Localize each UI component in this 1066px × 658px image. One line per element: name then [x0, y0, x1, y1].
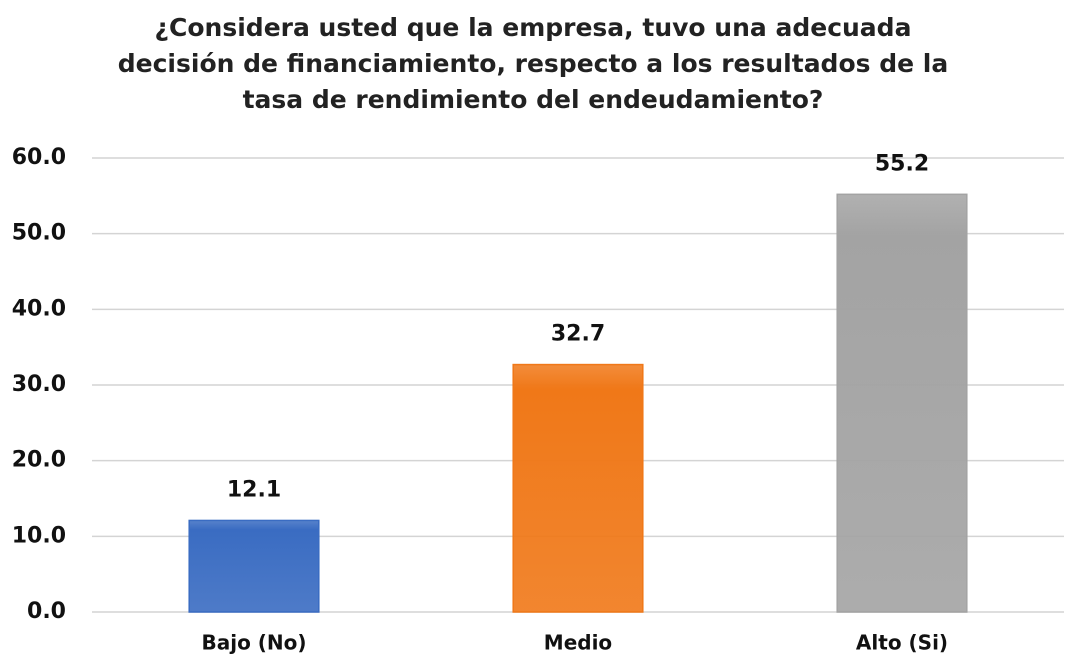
- x-tick-label: Medio: [544, 631, 612, 655]
- x-tick-label: Bajo (No): [201, 631, 306, 655]
- chart-title: ¿Considera usted que la empresa, tuvo un…: [117, 13, 949, 114]
- y-tick-label: 30.0: [12, 372, 66, 397]
- bar: [188, 519, 320, 613]
- y-tick-label: 50.0: [12, 221, 66, 246]
- bar: [836, 193, 968, 613]
- y-tick-label: 20.0: [12, 448, 66, 473]
- value-label: 32.7: [551, 322, 605, 347]
- y-tick-label: 40.0: [12, 296, 66, 321]
- bar: [512, 363, 644, 613]
- value-label: 55.2: [875, 151, 929, 176]
- y-tick-label: 60.0: [12, 145, 66, 170]
- y-tick-label: 0.0: [27, 599, 66, 624]
- x-tick-label: Alto (Si): [856, 631, 948, 655]
- value-label: 12.1: [227, 477, 281, 502]
- y-tick-label: 10.0: [12, 523, 66, 548]
